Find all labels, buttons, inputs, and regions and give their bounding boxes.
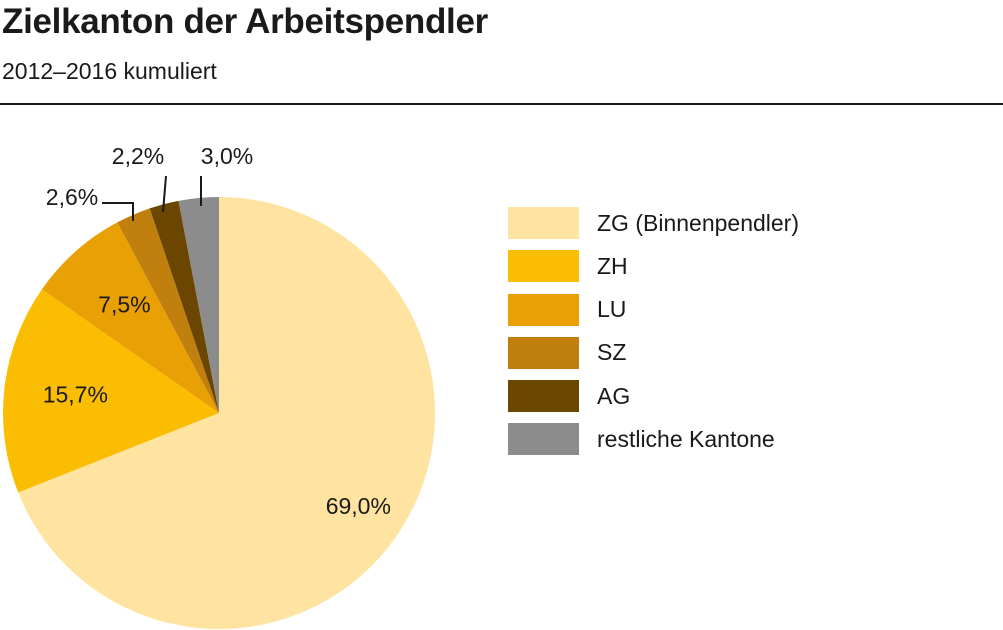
legend-swatch	[508, 250, 579, 283]
legend-item-restliche-kantone: restliche Kantone	[508, 423, 799, 456]
data-label-ag: 2,2%	[112, 143, 164, 169]
legend-label: restliche Kantone	[597, 425, 775, 452]
data-label-zg-binnenpendler: 69,0%	[326, 493, 391, 519]
pie-slice-restliche-kantone	[178, 197, 219, 413]
pie-slice-sz	[117, 208, 219, 413]
legend-label: LU	[597, 296, 627, 323]
legend-item-zg-binnenpendler: ZG (Binnenpendler)	[508, 207, 799, 239]
legend-swatch	[508, 336, 579, 369]
data-label-sz: 2,6%	[46, 184, 98, 210]
legend-item-sz: SZ	[508, 336, 799, 369]
legend-item-lu: LU	[508, 293, 799, 326]
leader-line-ag	[162, 175, 167, 213]
legend-swatch	[508, 207, 579, 239]
pie-slice-lu	[41, 222, 219, 413]
data-label-zh: 15,7%	[43, 381, 108, 407]
legend-swatch	[508, 293, 579, 326]
legend-swatch	[508, 423, 579, 456]
leader-line-sz	[102, 202, 134, 221]
pie-slice-ag	[149, 200, 219, 413]
data-label-restliche-kantone: 3,0%	[201, 143, 253, 169]
legend-label: AG	[597, 382, 631, 409]
title-divider	[0, 103, 1003, 105]
pie-slice-zg-binnenpendler	[18, 197, 436, 630]
pie-slice-zh	[3, 289, 220, 493]
legend-label: ZH	[597, 252, 628, 279]
legend-swatch	[508, 380, 579, 413]
legend-item-zh: ZH	[508, 250, 799, 283]
legend-label: ZG (Binnenpendler)	[597, 209, 799, 236]
legend: ZG (Binnenpendler) ZH LU SZ AG restliche Kant…	[508, 207, 799, 467]
legend-item-ag: AG	[508, 380, 799, 413]
legend-label: SZ	[597, 339, 627, 366]
chart-title: Zielkanton der Arbeitspendler	[2, 2, 488, 41]
chart-subtitle: 2012–2016 kumuliert	[2, 58, 217, 84]
data-label-lu: 7,5%	[98, 291, 150, 317]
